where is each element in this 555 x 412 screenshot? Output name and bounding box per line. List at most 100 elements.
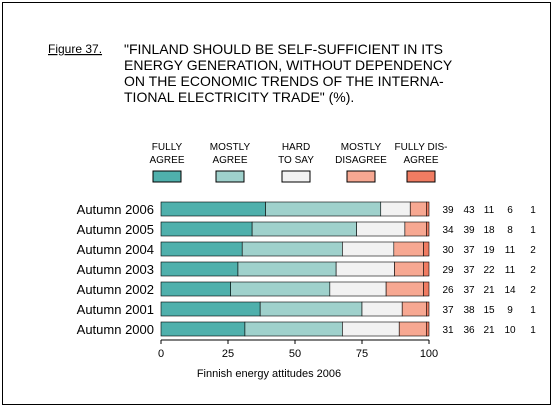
chart-title: "FINLAND SHOULD BE SELF-SUFFICIENT IN IT… xyxy=(124,41,453,105)
category-label: Autumn 2003 xyxy=(77,262,154,277)
value-label: 39 xyxy=(442,205,454,216)
value-label: 1 xyxy=(530,325,536,336)
value-label: 29 xyxy=(442,265,454,276)
title-line: ENERGY GENERATION, WITHOUT DEPENDENCY xyxy=(124,57,453,73)
x-tick-label: 50 xyxy=(289,348,301,360)
value-label: 11 xyxy=(484,205,495,216)
bar-segment xyxy=(342,321,400,337)
legend-label: AGREE xyxy=(403,155,438,166)
title-line: TIONAL ELECTRICITY TRADE" (%). xyxy=(124,89,354,105)
bar-segment xyxy=(394,261,424,277)
bar-segment xyxy=(241,241,343,257)
bar-segment xyxy=(401,301,427,317)
legend-swatch xyxy=(346,170,376,183)
category-label: Autumn 2005 xyxy=(77,222,154,237)
value-label: 21 xyxy=(483,285,495,296)
bar-segment xyxy=(160,301,261,317)
bar-segment xyxy=(380,201,411,217)
bar-segment xyxy=(244,321,343,337)
value-label: 22 xyxy=(483,265,495,276)
title-line: ON THE ECONOMIC TRENDS OF THE INTERNA- xyxy=(124,73,444,89)
value-label: 39 xyxy=(463,225,475,236)
legend-swatch xyxy=(152,170,182,183)
value-label: 2 xyxy=(530,265,536,276)
x-axis: 0 25 50 75 100 xyxy=(158,339,438,360)
legend-swatch xyxy=(215,170,245,183)
value-label: 37 xyxy=(463,265,475,276)
value-label: 21 xyxy=(483,325,495,336)
legend-swatch xyxy=(281,170,311,183)
value-label: 34 xyxy=(442,225,454,236)
bar-segment xyxy=(426,301,430,317)
value-label: 37 xyxy=(463,245,475,256)
bar-segment xyxy=(423,261,430,277)
legend-swatch xyxy=(406,170,436,183)
value-label: 19 xyxy=(483,245,495,256)
legend-label: MOSTLY xyxy=(341,142,382,153)
legend-label: FULLY xyxy=(152,142,183,153)
bar-segment xyxy=(160,261,239,277)
value-label: 43 xyxy=(463,205,475,216)
value-label: 26 xyxy=(442,285,454,296)
bar-segment xyxy=(426,201,430,217)
value-label: 36 xyxy=(463,325,475,336)
value-label: 37 xyxy=(463,285,475,296)
category-label: Autumn 2004 xyxy=(77,242,154,257)
bar-segment xyxy=(160,221,253,237)
value-label: 11 xyxy=(505,265,516,276)
value-label: 1 xyxy=(530,205,536,216)
chart-frame: Figure 37. "FINLAND SHOULD BE SELF-SUFFI… xyxy=(2,2,551,405)
bar-segment xyxy=(342,241,395,257)
figure-label: Figure 37. xyxy=(48,42,102,56)
bar-segment xyxy=(426,221,430,237)
bar-segment xyxy=(335,261,395,277)
legend-label: MOSTLY xyxy=(210,142,251,153)
value-label: 15 xyxy=(483,305,495,316)
bar-segment xyxy=(398,321,427,337)
title-line: "FINLAND SHOULD BE SELF-SUFFICIENT IN IT… xyxy=(124,41,443,57)
category-label: Autumn 2000 xyxy=(77,322,154,337)
bar-segment xyxy=(361,301,403,317)
value-label: 6 xyxy=(507,205,513,216)
bar-segment xyxy=(230,281,331,297)
value-label: 11 xyxy=(505,245,516,256)
bar-segment xyxy=(160,201,266,217)
legend-label: HARD xyxy=(282,142,310,153)
legend-label: DISAGREE xyxy=(335,155,387,166)
bar-segment xyxy=(265,201,382,217)
bar-segment xyxy=(404,221,427,237)
bar-segment xyxy=(160,241,243,257)
bar-segment xyxy=(425,321,430,337)
chart-svg: Figure 37. "FINLAND SHOULD BE SELF-SUFFI… xyxy=(48,41,536,380)
legend-label: AGREE xyxy=(149,155,184,166)
bar-segment xyxy=(237,261,337,277)
bar-segment xyxy=(409,201,427,217)
bar-segment xyxy=(393,241,424,257)
value-label: 1 xyxy=(530,305,536,316)
value-label: 37 xyxy=(442,305,454,316)
value-label: 2 xyxy=(530,245,536,256)
legend-label: AGREE xyxy=(212,155,247,166)
value-label: 1 xyxy=(530,225,536,236)
x-tick-label: 75 xyxy=(356,348,368,360)
bar-segment xyxy=(251,221,357,237)
value-label: 2 xyxy=(530,285,536,296)
value-label: 9 xyxy=(507,305,513,316)
x-tick-label: 100 xyxy=(420,348,438,360)
bar-segment xyxy=(259,301,363,317)
bar-segment xyxy=(329,281,387,297)
category-label: Autumn 2006 xyxy=(77,202,154,217)
value-label: 38 xyxy=(463,305,475,316)
category-label: Autumn 2001 xyxy=(77,302,154,317)
x-tick-label: 0 xyxy=(158,348,164,360)
legend: FULLY AGREE MOSTLY AGREE HARD TO SAY MOSTLY DIS… xyxy=(149,142,447,183)
x-tick-label: 25 xyxy=(222,348,234,360)
bar-segment xyxy=(385,281,424,297)
value-label: 14 xyxy=(504,285,516,296)
x-axis-label: Finnish energy attitudes 2006 xyxy=(197,368,341,380)
value-label: 31 xyxy=(442,325,454,336)
bar-segment xyxy=(423,281,430,297)
legend-label: TO SAY xyxy=(278,155,314,166)
category-label: Autumn 2002 xyxy=(77,282,154,297)
